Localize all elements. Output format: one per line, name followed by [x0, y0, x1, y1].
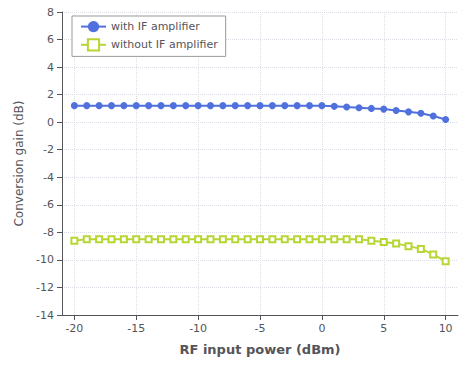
svg-text:-12: -12 — [36, 281, 54, 294]
svg-text:6: 6 — [47, 33, 54, 46]
svg-text:-15: -15 — [127, 322, 145, 335]
svg-text:-5: -5 — [255, 322, 266, 335]
svg-text:-10: -10 — [36, 253, 54, 266]
svg-text:-4: -4 — [43, 171, 54, 184]
svg-text:-14: -14 — [36, 309, 54, 322]
svg-text:RF input power (dBm): RF input power (dBm) — [179, 342, 340, 357]
svg-text:-20: -20 — [65, 322, 83, 335]
svg-text:5: 5 — [380, 322, 387, 335]
svg-text:8: 8 — [47, 6, 54, 19]
svg-text:with IF amplifier: with IF amplifier — [111, 20, 200, 33]
svg-text:without IF amplifier: without IF amplifier — [111, 38, 218, 51]
svg-text:Conversion gain (dB): Conversion gain (dB) — [12, 100, 26, 226]
svg-text:-10: -10 — [189, 322, 207, 335]
svg-text:10: 10 — [439, 322, 453, 335]
svg-text:4: 4 — [47, 61, 54, 74]
svg-text:-8: -8 — [43, 226, 54, 239]
svg-text:2: 2 — [47, 88, 54, 101]
svg-text:0: 0 — [318, 322, 325, 335]
svg-text:0: 0 — [47, 116, 54, 129]
svg-text:-6: -6 — [43, 198, 54, 211]
svg-text:-2: -2 — [43, 143, 54, 156]
